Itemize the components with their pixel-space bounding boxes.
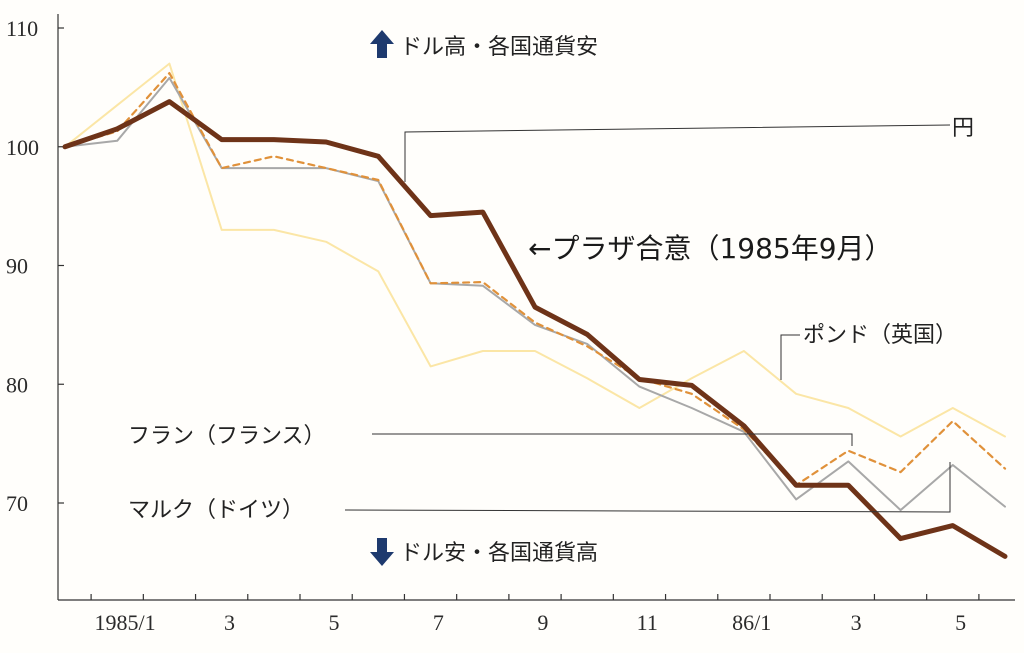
pound-leader-line [780,334,800,380]
x-tick-label: 9 [537,610,548,635]
x-tick-label: 3 [224,610,235,635]
y-tick-label: 100 [6,135,39,160]
series-layer [62,62,1008,559]
y-tick-label: 110 [6,16,38,41]
dollar-high-label: ドル高・各国通貨安 [400,35,598,60]
yen-leader-line [404,124,951,182]
franc-label: フラン（フランス） [128,424,326,449]
plaza-accord-label: ←プラザ合意（1985年9月） [528,232,893,265]
x-tick-label: 5 [328,610,339,635]
annotation-layer: ドル高・各国通貨安 ドル安・各国通貨高 ←プラザ合意（1985年9月） 円 ポン… [128,30,974,566]
x-tick-label: 86/1 [732,610,771,635]
yen-label: 円 [952,116,974,141]
axes: 70 80 90 100 110 1985/1 3 5 7 9 11 86/1 3 5 [6,14,1015,635]
x-tick-label: 3 [851,610,862,635]
series-line-3 [62,99,1008,559]
down-arrow-icon [370,538,394,566]
up-arrow-icon [370,30,394,58]
dollar-low-label: ドル安・各国通貨高 [400,541,598,566]
mark-leader-line [344,462,951,513]
mark-label: マルク（ドイツ） [128,498,304,523]
y-tick-label: 70 [6,491,28,516]
series-line-2 [63,71,1007,487]
x-tick-label: 1985/1 [94,610,155,635]
pound-label: ポンド（英国） [803,323,957,348]
y-tick-label: 80 [6,372,28,397]
franc-leader-line [372,433,853,446]
x-tick-label: 5 [955,610,966,635]
x-tick-label: 11 [637,610,658,635]
y-tick-label: 90 [6,254,28,279]
x-tick-label: 7 [433,610,444,635]
series-line-0 [64,62,1006,438]
